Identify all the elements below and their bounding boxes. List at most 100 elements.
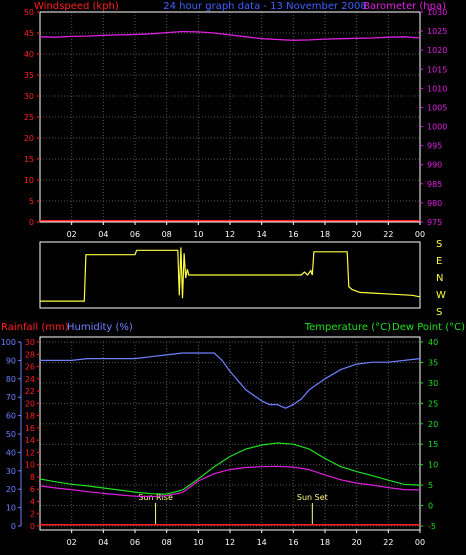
temperature-axis-ticks: -5 0 5 10 15 20 25 30 35 40 bbox=[420, 338, 438, 531]
windspeed-tick-label: 10 bbox=[24, 176, 34, 185]
humidity-tick-label: 10 bbox=[6, 504, 16, 513]
barometer-tick-label: 1005 bbox=[427, 103, 447, 112]
barometer-tick-label: 1030 bbox=[427, 8, 447, 17]
humidity-tick-label: 90 bbox=[6, 356, 16, 365]
rainfall-tick-label: 4 bbox=[30, 497, 35, 506]
rainfall-tick-label: 0 bbox=[30, 522, 35, 531]
compass-label: N bbox=[436, 273, 443, 284]
barometer-tick-label: 975 bbox=[427, 218, 442, 227]
dewpoint-axis-label: Dew Point (°C) bbox=[392, 322, 465, 333]
time-tick-label: 04 bbox=[98, 538, 108, 547]
humidity-tick-label: 100 bbox=[1, 338, 16, 347]
barometer-tick-label: 985 bbox=[427, 180, 442, 189]
time-tick-label: 12 bbox=[225, 230, 235, 239]
rainfall-tick-label: 8 bbox=[30, 473, 35, 482]
time-tick-label: 00 bbox=[415, 230, 425, 239]
temperature-axis-label: Temperature (°C) bbox=[304, 322, 391, 333]
barometer-tick-label: 990 bbox=[427, 161, 442, 170]
sun-marker-label: Sun Set bbox=[297, 493, 328, 502]
temperature-tick-label: 35 bbox=[428, 358, 438, 367]
time-tick-label: 06 bbox=[130, 230, 140, 239]
compass-label: E bbox=[436, 256, 442, 267]
temperature-tick-label: 0 bbox=[428, 502, 433, 511]
wind-baro-time-ticks: 02 04 06 08 10 12 14 16 18 20 22 00 bbox=[67, 222, 425, 239]
compass-label: S bbox=[436, 307, 442, 318]
rainfall-tick-label: 2 bbox=[30, 510, 35, 519]
barometer-tick-label: 980 bbox=[427, 199, 442, 208]
time-tick-label: 22 bbox=[383, 230, 393, 239]
time-tick-label: 12 bbox=[225, 538, 235, 547]
humidity-tick-label: 50 bbox=[6, 430, 16, 439]
rainfall-tick-label: 12 bbox=[25, 448, 35, 457]
humidity-tick-label: 30 bbox=[6, 467, 16, 476]
barometer-tick-label: 1000 bbox=[427, 123, 447, 132]
chart-title: 24 hour graph data - 13 November 2008 bbox=[163, 1, 366, 12]
barometer-axis-ticks: 975 980 985 990 995 1000 1005 1010 1015 1020 1025 1… bbox=[420, 8, 447, 227]
wind-direction-series-line bbox=[40, 247, 421, 302]
temperature-tick-label: 20 bbox=[428, 420, 438, 429]
windspeed-tick-label: 25 bbox=[24, 113, 34, 122]
humidity-tick-label: 0 bbox=[11, 522, 16, 531]
windspeed-axis-ticks: 0 5 10 15 20 25 30 35 40 45 50 bbox=[24, 8, 40, 227]
time-tick-label: 18 bbox=[320, 538, 330, 547]
barometer-tick-label: 1015 bbox=[427, 65, 447, 74]
time-tick-label: 08 bbox=[162, 538, 172, 547]
windspeed-tick-label: 50 bbox=[24, 8, 34, 17]
windspeed-tick-label: 40 bbox=[24, 50, 34, 59]
rainfall-tick-label: 10 bbox=[25, 461, 35, 470]
humidity-tick-label: 20 bbox=[6, 485, 16, 494]
temp-humidity-grid bbox=[40, 341, 420, 530]
time-tick-label: 16 bbox=[288, 538, 298, 547]
time-tick-label: 10 bbox=[193, 230, 203, 239]
temp-humidity-time-ticks: 02 04 06 08 10 12 14 16 18 20 22 00 bbox=[67, 530, 425, 547]
temperature-tick-label: 15 bbox=[428, 440, 438, 449]
barometer-tick-label: 1020 bbox=[427, 46, 447, 55]
humidity-tick-label: 70 bbox=[6, 393, 16, 402]
humidity-axis-ticks: 0 10 20 30 40 50 60 70 80 90 100 bbox=[1, 338, 22, 531]
time-tick-label: 02 bbox=[67, 230, 77, 239]
temperature-series-line bbox=[39, 442, 421, 495]
rainfall-tick-label: 22 bbox=[25, 387, 35, 396]
barometer-axis-label: Barometer (hpa) bbox=[363, 1, 446, 12]
time-tick-label: 08 bbox=[162, 230, 172, 239]
time-tick-label: 06 bbox=[130, 538, 140, 547]
sun-marker-label: Sun Rise bbox=[138, 493, 173, 502]
windspeed-tick-label: 35 bbox=[24, 71, 34, 80]
rainfall-tick-label: 30 bbox=[25, 338, 35, 347]
humidity-tick-label: 60 bbox=[6, 412, 16, 421]
temperature-tick-label: 25 bbox=[428, 399, 438, 408]
humidity-tick-label: 80 bbox=[6, 375, 16, 384]
time-tick-label: 02 bbox=[67, 538, 77, 547]
time-tick-label: 16 bbox=[288, 230, 298, 239]
temperature-tick-label: -5 bbox=[428, 522, 436, 531]
dewpoint-series-line bbox=[39, 465, 421, 498]
rainfall-tick-label: 16 bbox=[25, 424, 35, 433]
temperature-tick-label: 30 bbox=[428, 379, 438, 388]
windspeed-tick-label: 45 bbox=[24, 29, 34, 38]
time-tick-label: 14 bbox=[257, 538, 267, 547]
rainfall-tick-label: 20 bbox=[25, 399, 35, 408]
windspeed-tick-label: 0 bbox=[29, 218, 34, 227]
time-tick-label: 04 bbox=[98, 230, 108, 239]
windspeed-tick-label: 30 bbox=[24, 92, 34, 101]
rainfall-axis-label: Rainfall (mm) bbox=[1, 322, 69, 333]
time-tick-label: 22 bbox=[383, 538, 393, 547]
humidity-axis-label: Humidity (%) bbox=[67, 322, 133, 333]
rainfall-tick-label: 24 bbox=[25, 375, 35, 384]
rainfall-tick-label: 26 bbox=[25, 363, 35, 372]
sun-markers: Sun Rise Sun Set bbox=[138, 493, 328, 524]
temperature-tick-label: 5 bbox=[428, 481, 433, 490]
rainfall-tick-label: 28 bbox=[25, 350, 35, 359]
rainfall-tick-label: 6 bbox=[30, 485, 35, 494]
barometer-tick-label: 1010 bbox=[427, 84, 447, 93]
time-tick-label: 18 bbox=[320, 230, 330, 239]
time-tick-label: 10 bbox=[193, 538, 203, 547]
rainfall-tick-label: 14 bbox=[25, 436, 35, 445]
windspeed-tick-label: 20 bbox=[24, 134, 34, 143]
